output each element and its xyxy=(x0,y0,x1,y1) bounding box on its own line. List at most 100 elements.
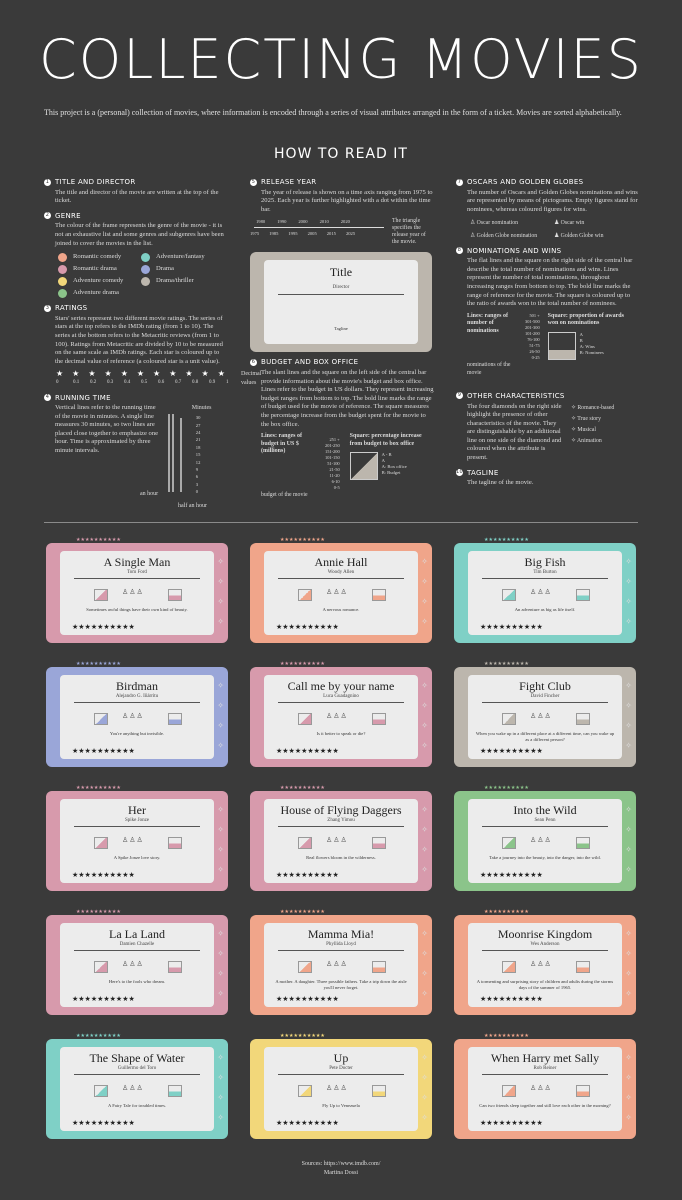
imdb-stars: ★★★★★★★★★★ xyxy=(280,538,325,543)
award-pictograms: ♙♙♙ xyxy=(530,960,552,968)
award-pictograms: ♙♙♙ xyxy=(530,1084,552,1092)
movie-title: A Single Man xyxy=(103,555,171,569)
diamond-icon: ✧ xyxy=(625,865,632,874)
award-pictograms: ♙♙♙ xyxy=(530,588,552,596)
diamond-icon: ✧ xyxy=(421,1093,428,1102)
metacritic-stars: ★★★★★★★★★★ xyxy=(72,747,135,755)
award-pictograms: ♙♙♙ xyxy=(326,836,348,844)
metacritic-stars: ★★★★★★★★★★ xyxy=(276,623,339,631)
nomination-range: 0-25 xyxy=(531,354,540,360)
diamond-icon: ✧ xyxy=(217,1053,224,1062)
movie-ticket: ✧ ✧ ✧ ✧ ★★★★★★★★★★ Moonrise Kingdom Wes Anders… xyxy=(454,910,636,1015)
diamond-icon: ✧ xyxy=(625,577,632,586)
genre-color-dot xyxy=(141,265,150,275)
movie-ticket: ✧ ✧ ✧ ✧ ★★★★★★★★★★ Into the Wild Sean Penn ♙♙♙ T… xyxy=(454,786,636,891)
genre-label: Adventure comedy xyxy=(73,277,124,285)
diamond-icon: ✧ xyxy=(217,845,224,854)
minute-tick: 6 xyxy=(195,474,199,480)
genre-color-dot xyxy=(58,289,67,299)
genre-label: Romantic comedy xyxy=(73,253,122,261)
award-pictograms: ♙♙♙ xyxy=(122,588,144,596)
movie-tagline: A nervous romance. xyxy=(322,607,360,612)
genre-item: Romantic drama xyxy=(58,265,141,275)
movie-ticket: ✧ ✧ ✧ ✧ ★★★★★★★★★★ Call me by your name Luca G… xyxy=(250,662,432,767)
budget-square xyxy=(298,713,312,725)
movie-ticket: ✧ ✧ ✧ ✧ ★★★★★★★★★★ House of Flying Daggers Zha… xyxy=(250,786,432,891)
movie-tagline: A mother. A daughter. Three possible fat… xyxy=(275,979,407,990)
rating-scale: 0 0.1 0.2 0.3 0.4 0.5 0.6 0.7 0.8 0.9 1 xyxy=(56,379,235,388)
genre-color-dot xyxy=(58,265,67,275)
movie-ticket: ✧ ✧ ✧ ✧ ★★★★★★★★★★ Fight Club David Fincher ♙♙♙… xyxy=(454,662,636,767)
movie-ticket: ✧ ✧ ✧ ✧ ★★★★★★★★★★ The Shape of Water Guillerm… xyxy=(46,1034,228,1139)
budget-range: 21-50 xyxy=(329,467,340,473)
diamond-icon: ✧ xyxy=(625,805,632,814)
nominations-square xyxy=(547,331,576,360)
movie-title: Big Fish xyxy=(524,555,566,569)
metacritic-stars: ★★★★★★★★★★ xyxy=(480,995,543,1003)
award-pictograms: ♙♙♙ xyxy=(122,1084,144,1092)
characteristic-item: ✧ Animation xyxy=(571,437,602,444)
movie-director: Phyllida Lloyd xyxy=(326,942,356,947)
diamond-icon: ✧ xyxy=(217,557,224,566)
metacritic-stars: ★★★★★★★★★★ xyxy=(480,747,543,755)
budget-square xyxy=(349,451,378,480)
diamond-icon: ✧ xyxy=(421,721,428,730)
ticket-inner: When Harry met Sally Rob Reiner ♙♙♙ Can two… xyxy=(468,1047,622,1131)
nomination-range: 26-50 xyxy=(529,348,540,354)
diamond-icon: ✧ xyxy=(625,1073,632,1082)
year-label: 2015 xyxy=(326,231,336,237)
movie-ticket: ✧ ✧ ✧ ✧ ★★★★★★★★★★ A Single Man Tom Ford ♙♙♙ Som… xyxy=(46,538,228,643)
genre-label: Romantic drama xyxy=(73,265,117,273)
release-timeline xyxy=(278,578,404,579)
genre-item: Drama/thriller xyxy=(141,277,224,287)
diamond-icon: ✧ xyxy=(571,415,578,422)
diamond-icon: ✧ xyxy=(625,825,632,834)
award-pictograms: ♙♙♙ xyxy=(122,836,144,844)
movie-tagline: You're anything but invisible. xyxy=(109,731,165,736)
legend-release-year: 5 RELEASE YEAR The year of release is sho… xyxy=(250,178,433,246)
legend-other: 9 OTHER CHARACTERISTICS The four diamonds… xyxy=(456,391,615,462)
diamond-icon: ✧ xyxy=(217,865,224,874)
diamond-icon: ✧ xyxy=(217,969,224,978)
diamond-icon: ✧ xyxy=(421,865,428,874)
imdb-stars: ★★★★★★★★★★ xyxy=(280,786,325,791)
diamond-icon: ✧ xyxy=(217,701,224,710)
minute-tick: 3 xyxy=(195,481,199,487)
movie-title: The Shape of Water xyxy=(89,1051,185,1065)
minute-tick: 12 xyxy=(195,459,201,465)
ticket-inner: Up Pete Docter ♙♙♙ Fly Up to Venezuela ★★★★★… xyxy=(264,1047,418,1131)
genre-item: Adventure/fantasy xyxy=(141,253,224,263)
genre-label: Adventure/fantasy xyxy=(156,253,205,261)
ticket-inner: A Single Man Tom Ford ♙♙♙ Sometimes awful t… xyxy=(60,551,214,635)
diamond-icon: ✧ xyxy=(625,989,632,998)
metacritic-stars: ★★★★★★★★★★ xyxy=(480,871,543,879)
legend-genre: 2 GENRE The colour of the frame represent… xyxy=(44,211,224,299)
budget-square xyxy=(94,713,108,725)
release-timeline xyxy=(74,702,200,703)
movie-tagline: Fly Up to Venezuela xyxy=(322,1103,360,1108)
characteristic-item: ✧ Romance-based xyxy=(571,404,615,411)
genre-label: Adventure drama xyxy=(73,289,119,297)
genre-item: Adventure drama xyxy=(58,289,141,299)
budget-square xyxy=(502,837,516,849)
genre-color-dot xyxy=(58,277,67,287)
minute-tick: 9 xyxy=(195,466,199,472)
movie-tagline: Take a journey into the beauty, into the… xyxy=(489,855,601,860)
nomination-range: 201-300 xyxy=(525,324,540,330)
nomination-range: 301-500 xyxy=(525,318,540,324)
nominations-square xyxy=(576,713,590,725)
minute-ticks: 30 27 24 21 18 15 12 9 6 3 0 xyxy=(196,414,201,495)
characteristic-item: ✧ True story xyxy=(571,415,601,422)
award-pictograms: ♙♙♙ xyxy=(326,588,348,596)
sample-ticket: Title Director Tagline xyxy=(250,252,432,353)
year-label: 2010 xyxy=(319,219,329,225)
budget-square xyxy=(298,837,312,849)
scale-value: 0.9 xyxy=(209,379,216,385)
budget-square xyxy=(94,589,108,601)
nominations-square xyxy=(576,589,590,601)
footer: Sources: https://www.imdb.com/ Martina D… xyxy=(301,1161,381,1176)
movie-title: La La Land xyxy=(109,927,165,941)
diamond-icon: ✧ xyxy=(217,1093,224,1102)
diamond-icon: ✧ xyxy=(625,617,632,626)
movie-tagline: A tormenting and surprising story of chi… xyxy=(476,979,614,990)
